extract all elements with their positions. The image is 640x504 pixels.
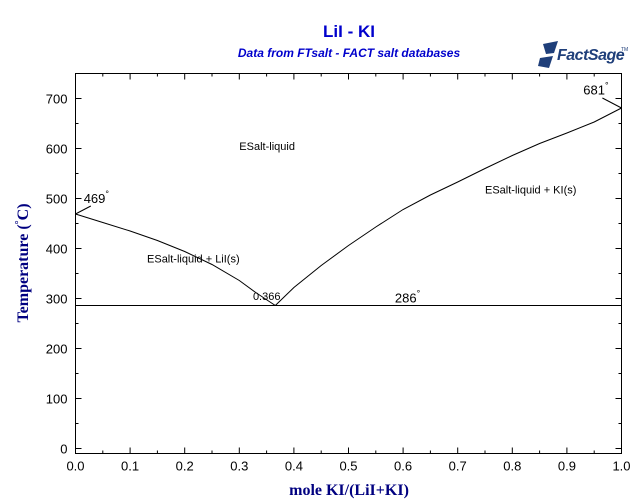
phase-region-label: ESalt-liquid + KI(s) (485, 185, 576, 197)
chart-title: LiI - KI (323, 22, 375, 41)
factsage-logo-mark (538, 41, 558, 68)
x-tick-label: 0.1 (121, 459, 139, 474)
y-axis-label-text: Temperature (15, 234, 32, 323)
x-tick-label: 0.5 (339, 459, 357, 474)
x-tick-label: 0.4 (285, 459, 303, 474)
x-tick-label: 0.0 (66, 459, 84, 474)
y-tick-label: 100 (46, 392, 68, 407)
y-axis-label-close-paren: ) (15, 203, 32, 208)
degree-mark: ° (417, 289, 421, 299)
phase-region-label: ESalt-liquid (239, 141, 295, 153)
degree-mark: ° (605, 81, 609, 91)
x-axis: 0.0 0.1 0.2 0.3 0.4 0.5 0.6 0.7 0.8 0.9 1.0 (66, 73, 631, 474)
annotation-layer: 469°681°0.366 286° (84, 81, 609, 306)
y-tick-label: 0 (60, 442, 67, 457)
phase-boundary-line-1 (75, 213, 276, 306)
value-annotation-text: 681 (583, 83, 605, 98)
value-annotation-text: 286 (395, 291, 417, 306)
series-layer (75, 97, 622, 306)
value-annotation-text: 469 (84, 191, 106, 206)
y-tick-label: 500 (46, 192, 68, 207)
x-tick-label: 0.3 (230, 459, 248, 474)
x-tick-label: 0.6 (394, 459, 412, 474)
y-tick-label: 200 (46, 342, 68, 357)
y-tick-label: 400 (46, 242, 68, 257)
degree-mark: ° (105, 189, 109, 199)
x-tick-label: 0.9 (558, 459, 576, 474)
y-axis-label-unit: C (15, 209, 32, 221)
factsage-logo: FactSage TM (538, 41, 628, 68)
y-axis-label-open-paren: ( (15, 224, 32, 229)
phase-region-label: ESalt-liquid + LiI(s) (147, 254, 240, 266)
factsage-logo-tm: TM (621, 47, 628, 53)
factsage-logo-text: FactSage (557, 47, 625, 64)
x-tick-label: 0.2 (176, 459, 194, 474)
region-label-layer: ESalt-liquid ESalt-liquid + LiI(s) ESalt-l… (147, 141, 576, 266)
y-axis: 0 100 200 300 400 500 600 700 (46, 92, 622, 457)
value-annotation: 286° (395, 289, 421, 306)
y-tick-label: 700 (46, 92, 68, 107)
y-tick-label: 300 (46, 292, 68, 307)
phase-boundary-line-4 (602, 97, 622, 109)
value-annotation: 681° (583, 81, 609, 98)
phase-boundary-line-2 (274, 107, 622, 306)
x-tick-label: 0.8 (503, 459, 521, 474)
y-tick-label: 600 (46, 142, 68, 157)
phase-boundary-line-5 (75, 205, 92, 215)
y-axis-label: Temperature (°C) (14, 203, 32, 322)
value-annotation: 0.366 (253, 291, 281, 303)
chart-subtitle: Data from FTsalt - FACT salt databases (238, 46, 461, 60)
value-annotation-text: 0.366 (253, 291, 281, 303)
x-tick-label: 1.0 (612, 459, 630, 474)
x-tick-label: 0.7 (449, 459, 467, 474)
y-axis-label-degree: ° (14, 220, 25, 224)
svg-text:Temperature (°C): Temperature (°C) (14, 203, 32, 322)
x-axis-label: mole KI/(LiI+KI) (289, 482, 409, 499)
value-annotation: 469° (84, 189, 110, 206)
